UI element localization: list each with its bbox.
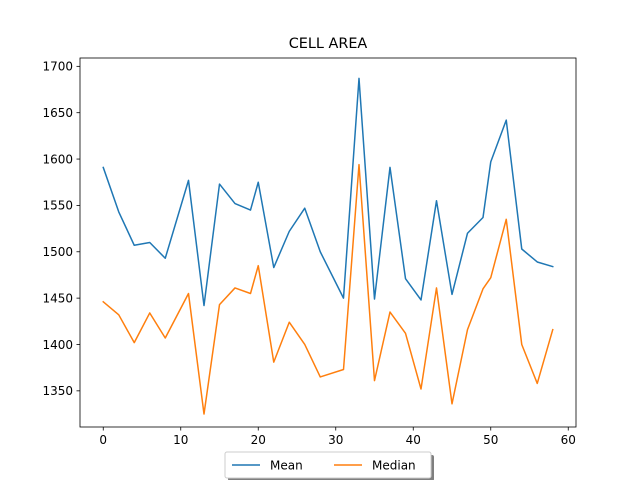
legend-label-mean: Mean	[270, 458, 303, 472]
x-tick-label: 20	[251, 433, 266, 447]
x-tick-label: 30	[328, 433, 343, 447]
plot-area	[79, 57, 577, 428]
y-tick-label: 1450	[42, 291, 73, 305]
legend-box	[224, 451, 432, 479]
x-tick-label: 0	[99, 433, 107, 447]
x-tick-label: 10	[173, 433, 188, 447]
y-axis: 1350 1400 1450 1500 1550 1600 1650 1700	[42, 60, 80, 398]
y-tick-label: 1700	[42, 60, 73, 74]
x-axis: 0 10 20 30 40 50 60	[99, 427, 576, 447]
y-tick-label: 1650	[42, 106, 73, 120]
legend: Mean Median	[224, 451, 434, 480]
y-tick-label: 1350	[42, 384, 73, 398]
chart-title: CELL AREA	[289, 36, 368, 52]
x-tick-label: 50	[483, 433, 498, 447]
x-tick-label: 60	[561, 433, 576, 447]
y-tick-label: 1500	[42, 245, 73, 259]
series-line-mean	[102, 77, 554, 307]
axes-frame	[79, 57, 577, 428]
y-tick-label: 1550	[42, 199, 73, 213]
series-line-median	[102, 163, 554, 415]
x-tick-label: 40	[406, 433, 421, 447]
legend-label-median: Median	[372, 458, 416, 472]
y-tick-label: 1400	[42, 338, 73, 352]
y-tick-label: 1600	[42, 152, 73, 166]
